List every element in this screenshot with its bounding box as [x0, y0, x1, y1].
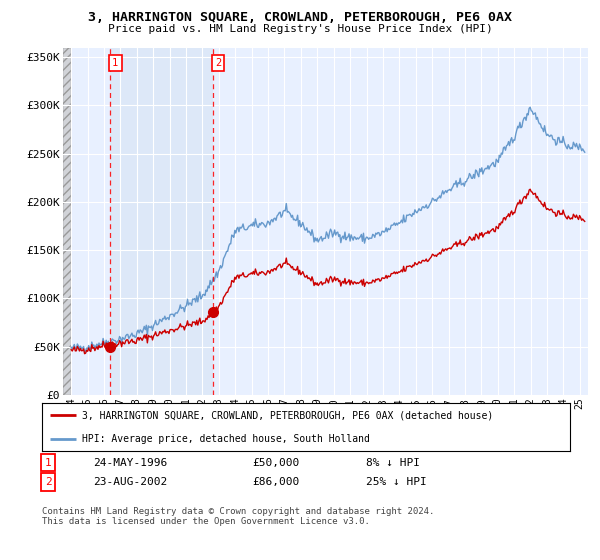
Text: 23-AUG-2002: 23-AUG-2002: [93, 477, 167, 487]
Text: 2: 2: [215, 58, 221, 68]
Text: 1: 1: [44, 458, 52, 468]
Bar: [63, 48, 71, 395]
Text: £86,000: £86,000: [252, 477, 299, 487]
Text: 25% ↓ HPI: 25% ↓ HPI: [366, 477, 427, 487]
Text: 24-MAY-1996: 24-MAY-1996: [93, 458, 167, 468]
Text: 3, HARRINGTON SQUARE, CROWLAND, PETERBOROUGH, PE6 0AX: 3, HARRINGTON SQUARE, CROWLAND, PETERBOR…: [88, 11, 512, 24]
Text: 2: 2: [44, 477, 52, 487]
Text: 8% ↓ HPI: 8% ↓ HPI: [366, 458, 420, 468]
Text: 3, HARRINGTON SQUARE, CROWLAND, PETERBOROUGH, PE6 0AX (detached house): 3, HARRINGTON SQUARE, CROWLAND, PETERBOR…: [82, 410, 493, 420]
Text: 1: 1: [112, 58, 118, 68]
Text: Price paid vs. HM Land Registry's House Price Index (HPI): Price paid vs. HM Land Registry's House …: [107, 24, 493, 34]
Bar: [63, 48, 71, 395]
Text: Contains HM Land Registry data © Crown copyright and database right 2024.
This d: Contains HM Land Registry data © Crown c…: [42, 507, 434, 526]
Bar: [110, 48, 213, 395]
Text: £50,000: £50,000: [252, 458, 299, 468]
Text: HPI: Average price, detached house, South Holland: HPI: Average price, detached house, Sout…: [82, 434, 370, 444]
